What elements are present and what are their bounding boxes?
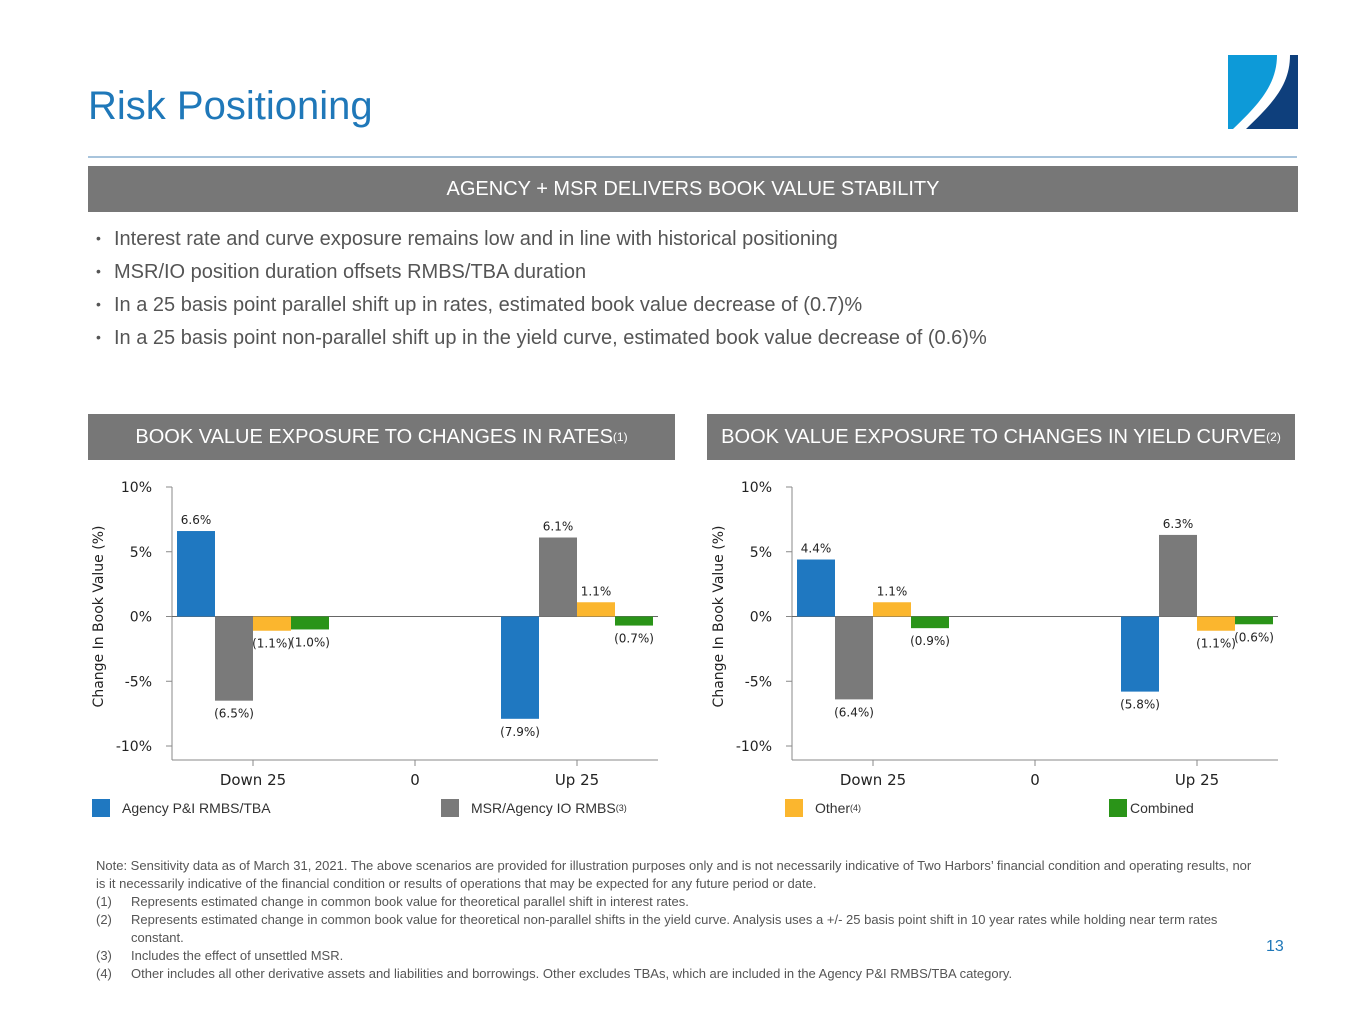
data-label: (1.0%) [290, 635, 330, 649]
data-label: 1.1% [877, 584, 908, 598]
company-logo [1228, 55, 1298, 129]
bullet-icon: • [96, 263, 101, 279]
data-label: (7.9%) [500, 725, 540, 739]
data-label: 1.1% [581, 584, 612, 598]
legend-item-other: Other (4) [785, 799, 861, 817]
bar [539, 537, 577, 617]
legend-swatch [1109, 799, 1127, 817]
page-title: Risk Positioning [88, 84, 373, 128]
bar [215, 616, 253, 701]
bar [1121, 616, 1159, 692]
bullet-icon: • [96, 230, 101, 246]
data-label: (0.7%) [614, 632, 654, 646]
x-tick-label: 0 [1030, 771, 1040, 789]
bar [253, 616, 291, 631]
bar [1159, 534, 1197, 617]
bar [291, 616, 329, 630]
data-label: 6.1% [543, 520, 574, 534]
bullet-item: • In a 25 basis point parallel shift up i… [96, 290, 987, 323]
bullet-icon: • [96, 329, 101, 345]
y-tick-label: -5% [125, 674, 152, 690]
y-tick-label: 10% [741, 480, 772, 496]
legend-swatch [785, 799, 803, 817]
footnote: (2) Represents estimated change in common… [96, 912, 1218, 945]
data-label: (6.4%) [834, 705, 874, 719]
data-label: (0.6%) [1234, 630, 1274, 644]
x-tick-label: Down 25 [840, 771, 906, 789]
section-banner: AGENCY + MSR DELIVERS BOOK VALUE STABILI… [88, 166, 1298, 212]
data-label: (6.5%) [214, 707, 254, 721]
y-axis-label: Change In Book Value (%) [91, 526, 107, 708]
bar [1197, 616, 1235, 631]
x-tick-label: Up 25 [555, 771, 599, 789]
bullet-item: • In a 25 basis point non-parallel shift … [96, 323, 987, 356]
bar [1235, 616, 1273, 625]
y-tick-label: 5% [750, 545, 772, 561]
y-tick-label: 0% [130, 610, 152, 626]
legend-item-combined: Combined [1109, 799, 1194, 817]
x-tick-label: 0 [410, 771, 420, 789]
bar [873, 602, 911, 617]
data-label: (0.9%) [910, 634, 950, 648]
yield-curve-chart: 10% 5% 0% -5% -10% Change In Book Value (%) Do… [711, 480, 1278, 789]
bullet-item: • MSR/IO position duration offsets RMBS/T… [96, 257, 987, 290]
footnote: (3) Includes the effect of unsettled MSR. [96, 948, 344, 963]
data-label: 6.3% [1163, 517, 1194, 531]
bar [577, 602, 615, 617]
data-label: (1.1%) [252, 637, 292, 651]
bar [797, 559, 835, 617]
x-tick-label: Up 25 [1175, 771, 1219, 789]
legend-item-agency: Agency P&I RMBS/TBA [92, 799, 271, 817]
footnote: (4) Other includes all other derivative a… [96, 966, 1013, 981]
y-tick-label: -10% [736, 739, 772, 755]
y-axis-label: Change In Book Value (%) [711, 526, 727, 708]
bar [911, 616, 949, 629]
y-tick-label: -10% [116, 739, 152, 755]
bar [615, 616, 653, 626]
bar [501, 616, 539, 719]
data-label: 6.6% [181, 513, 212, 527]
data-label: (1.1%) [1196, 637, 1236, 651]
legend-swatch [92, 799, 110, 817]
rates-chart-title: BOOK VALUE EXPOSURE TO CHANGES IN RATES(… [88, 414, 675, 460]
footnote: (1) Represents estimated change in common… [96, 894, 689, 909]
title-divider [88, 156, 1297, 158]
bar [177, 531, 215, 617]
bullet-icon: • [96, 296, 101, 312]
bullet-list: • Interest rate and curve exposure remain… [96, 224, 987, 356]
y-tick-label: 10% [121, 480, 152, 496]
legend-item-msr: MSR/Agency IO RMBS (3) [441, 799, 627, 817]
x-tick-label: Down 25 [220, 771, 286, 789]
bullet-item: • Interest rate and curve exposure remain… [96, 224, 987, 257]
yield-curve-chart-title: BOOK VALUE EXPOSURE TO CHANGES IN YIELD … [707, 414, 1295, 460]
rates-chart: 10% 5% 0% -5% -10% Change In Book Value (%) Do… [91, 480, 658, 789]
data-label: (5.8%) [1120, 698, 1160, 712]
footnotes: Note: Sensitivity data as of March 31, 2… [96, 857, 1256, 983]
bar [835, 616, 873, 700]
legend-swatch [441, 799, 459, 817]
data-label: 4.4% [801, 542, 832, 556]
y-tick-label: -5% [745, 674, 772, 690]
y-tick-label: 0% [750, 610, 772, 626]
page-number: 13 [1266, 938, 1284, 955]
y-tick-label: 5% [130, 545, 152, 561]
